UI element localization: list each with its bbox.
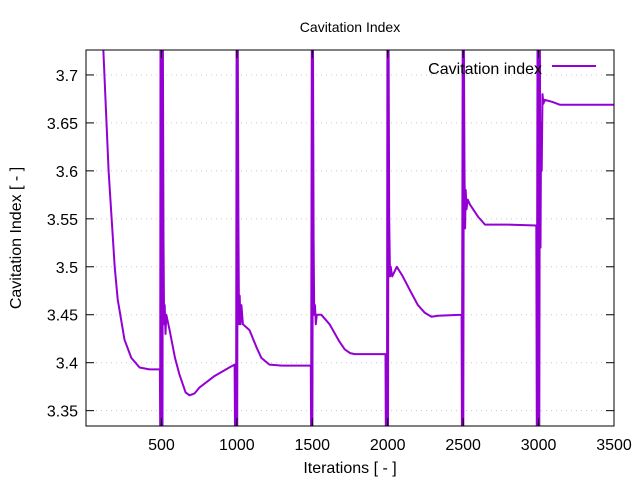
y-axis-label: Cavitation Index [ - ] — [8, 167, 25, 309]
grid — [86, 50, 615, 426]
plot-frame — [85, 49, 615, 427]
x-tick-label: 1500 — [294, 437, 330, 454]
x-tick-label: 3000 — [521, 437, 557, 454]
y-tick-label: 3.4 — [56, 356, 78, 373]
series-line-cavitation-index — [102, 50, 614, 426]
y-tick-label: 3.45 — [47, 308, 78, 325]
x-tick-label: 1000 — [219, 437, 255, 454]
x-tick-label: 2000 — [370, 437, 406, 454]
legend: Cavitation index — [428, 61, 596, 78]
legend-label: Cavitation index — [428, 61, 542, 78]
y-tick-label: 3.6 — [56, 164, 78, 181]
y-tick-label: 3.55 — [47, 212, 78, 229]
x-tick-label: 2500 — [445, 437, 481, 454]
x-axis-label: Iterations [ - ] — [303, 460, 396, 477]
y-tick-label: 3.65 — [47, 116, 78, 133]
ticks: 3.35 3.4 3.45 3.5 3.55 3.6 3.65 3.7 500 1000 1500 2… — [47, 50, 632, 454]
chart-title: Cavitation Index — [300, 19, 400, 35]
y-tick-label: 3.35 — [47, 404, 78, 421]
y-tick-label: 3.5 — [56, 260, 78, 277]
series-layer — [102, 50, 614, 426]
x-tick-label: 500 — [148, 437, 175, 454]
y-tick-label: 3.7 — [56, 68, 78, 85]
x-tick-label: 3500 — [596, 437, 632, 454]
